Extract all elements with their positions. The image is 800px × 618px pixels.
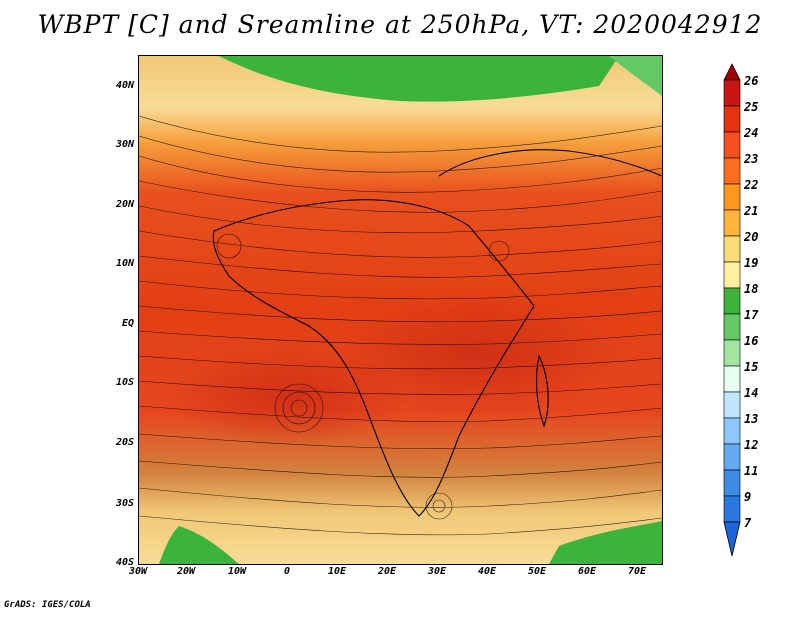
colorbar-seg-16 bbox=[723, 313, 741, 341]
colorbar-seg-20 bbox=[723, 209, 741, 237]
colorbar-label-11: 11 bbox=[744, 464, 759, 478]
colorbar-seg-25 bbox=[723, 79, 741, 107]
colorbar-seg-11 bbox=[723, 443, 741, 471]
colorbar-label-13: 13 bbox=[744, 412, 759, 426]
colorbar-seg-9 bbox=[723, 469, 741, 497]
colorbar-seg-23 bbox=[723, 131, 741, 159]
y-tick-40s: 40S bbox=[115, 557, 134, 568]
colorbar-label-14: 14 bbox=[744, 386, 759, 400]
colorbar-label-21: 21 bbox=[744, 204, 759, 218]
colorbar-bottom-arrow bbox=[723, 521, 741, 557]
colorbar-seg-18 bbox=[723, 261, 741, 289]
x-tick-30e: 30E bbox=[427, 566, 447, 577]
y-tick-eq: EQ bbox=[121, 318, 134, 329]
x-tick-50e: 50E bbox=[527, 566, 547, 577]
colorbar-label-16: 16 bbox=[744, 334, 759, 348]
y-tick-10n: 10N bbox=[115, 258, 134, 269]
colorbar-seg-21 bbox=[723, 183, 741, 211]
map-panel bbox=[138, 55, 663, 565]
x-tick-60e: 60E bbox=[577, 566, 597, 577]
y-tick-40n: 40N bbox=[115, 80, 134, 91]
colorbar-label-26: 26 bbox=[744, 74, 759, 88]
colorbar-seg-24 bbox=[723, 105, 741, 133]
colorbar-label-18: 18 bbox=[744, 282, 759, 296]
x-tick-70e: 70E bbox=[627, 566, 647, 577]
wbpt-field bbox=[139, 56, 662, 564]
x-tick-30w: 30W bbox=[128, 566, 148, 577]
colorbar-label-15: 15 bbox=[744, 360, 759, 374]
x-tick-10w: 10W bbox=[227, 566, 247, 577]
footer-credit: GrADS: IGES/COLA bbox=[4, 600, 91, 610]
colorbar-seg-15 bbox=[723, 339, 741, 367]
y-tick-30s: 30S bbox=[115, 498, 134, 509]
colorbar-label-25: 25 bbox=[744, 100, 759, 114]
colorbar-seg-22 bbox=[723, 157, 741, 185]
x-tick-20e: 20E bbox=[377, 566, 397, 577]
colorbar-label-22: 22 bbox=[744, 178, 759, 192]
colorbar-top-arrow bbox=[723, 63, 741, 81]
colorbar-seg-17 bbox=[723, 287, 741, 315]
y-tick-30n: 30N bbox=[115, 139, 134, 150]
y-tick-20n: 20N bbox=[115, 199, 134, 210]
colorbar-seg-13 bbox=[723, 391, 741, 419]
x-tick-0: 0 bbox=[283, 566, 291, 577]
colorbar-label-23: 23 bbox=[744, 152, 759, 166]
colorbar-seg-12 bbox=[723, 417, 741, 445]
y-tick-10s: 10S bbox=[115, 377, 134, 388]
colorbar-seg-19 bbox=[723, 235, 741, 263]
y-tick-20s: 20S bbox=[115, 437, 134, 448]
colorbar-label-7: 7 bbox=[744, 516, 752, 530]
colorbar-label-19: 19 bbox=[744, 256, 759, 270]
colorbar-label-12: 12 bbox=[744, 438, 759, 452]
colorbar-label-17: 17 bbox=[744, 308, 759, 322]
colorbar-label-9: 9 bbox=[744, 490, 752, 504]
x-tick-20w: 20W bbox=[176, 566, 196, 577]
x-tick-10e: 10E bbox=[327, 566, 347, 577]
colorbar-seg-7 bbox=[723, 495, 741, 523]
colorbar bbox=[723, 63, 741, 557]
chart-title: WBPT [C] and Sreamline at 250hPa, VT: 20… bbox=[37, 10, 763, 39]
colorbar-label-20: 20 bbox=[744, 230, 759, 244]
colorbar-label-24: 24 bbox=[744, 126, 759, 140]
colorbar-seg-14 bbox=[723, 365, 741, 393]
x-tick-40e: 40E bbox=[477, 566, 497, 577]
